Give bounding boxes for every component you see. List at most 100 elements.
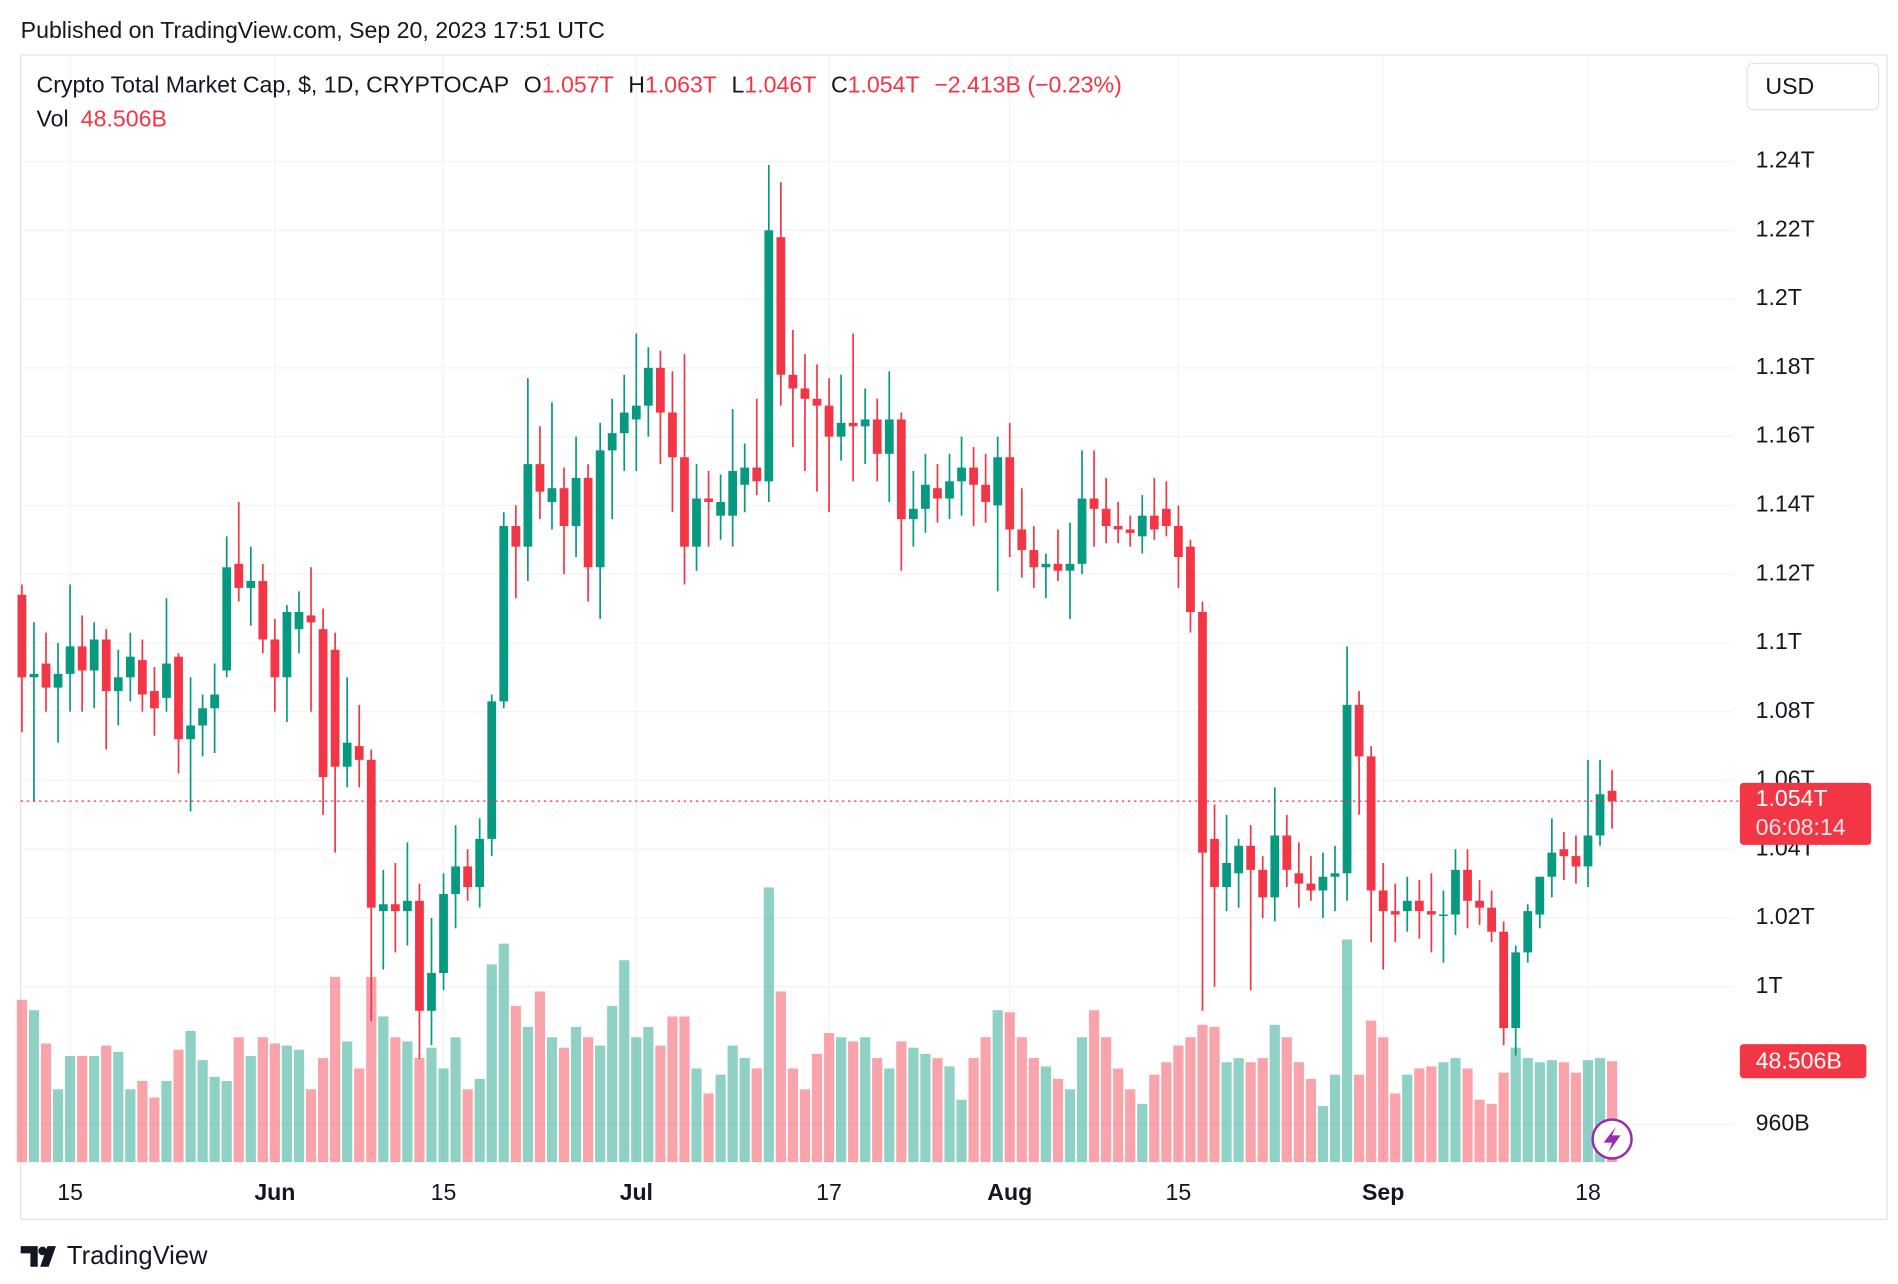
candle-body (246, 581, 256, 588)
candle-body (656, 367, 665, 413)
ohlc-label: O (524, 72, 542, 98)
candle-body (137, 660, 147, 695)
candle-body (463, 866, 473, 888)
candle-body (716, 501, 725, 516)
x-tick-label: 15 (57, 1179, 83, 1205)
candle-body (1402, 900, 1412, 912)
volume-bar (1245, 1062, 1256, 1163)
volume-bar (342, 1041, 353, 1163)
y-tick-label: 960B (1756, 1109, 1810, 1135)
candle-body (29, 673, 39, 678)
candle-body (222, 567, 232, 671)
candle-body (921, 484, 930, 509)
volume-bar (1305, 1078, 1317, 1163)
volume-bar (185, 1031, 196, 1163)
candle-body (945, 481, 954, 499)
volume-bar (1546, 1060, 1557, 1163)
x-tick-label: 18 (1575, 1179, 1601, 1205)
candle-body (1451, 869, 1460, 915)
volume-bar (944, 1066, 955, 1163)
volume-bar (1149, 1074, 1160, 1163)
candle-body (836, 422, 846, 437)
candle-body (1523, 911, 1533, 953)
candle-body (53, 673, 63, 688)
candle-body (1559, 849, 1569, 857)
volume-bar (619, 960, 630, 1163)
candle-body (186, 725, 195, 740)
x-tick-label: 15 (1166, 1179, 1192, 1205)
volume-bar (655, 1045, 666, 1163)
candle-body (65, 646, 75, 674)
volume-bar (1113, 1068, 1124, 1163)
volume-bar (739, 1058, 750, 1163)
candle-body (342, 742, 352, 767)
candle-body (1161, 508, 1171, 527)
candle-body (607, 433, 617, 451)
candle-body (740, 467, 750, 485)
volume-bar (595, 1045, 606, 1163)
candle-body (1571, 856, 1581, 867)
volume-bar (679, 1016, 690, 1163)
candle-body (1463, 869, 1472, 901)
volume-bar (848, 1041, 859, 1163)
volume-bar (787, 1068, 799, 1163)
candle-body (1065, 563, 1075, 571)
candle-body (752, 467, 762, 482)
candle-body (969, 467, 978, 485)
volume-bar (727, 1045, 738, 1163)
symbol: Crypto Total Market Cap, $, 1D, CRYPTOCA… (36, 72, 509, 98)
ohlc-label: H (628, 72, 645, 98)
volume-bar (1004, 1012, 1015, 1163)
volume-bar (173, 1049, 184, 1163)
candle-body (1318, 876, 1328, 891)
volume-bar (101, 1045, 112, 1163)
candle-body (1149, 515, 1159, 530)
candle-body (1077, 498, 1087, 564)
candle-body (174, 656, 183, 740)
candle-body (77, 646, 87, 671)
volume-bar (1594, 1058, 1606, 1163)
volume-bar (378, 1016, 389, 1163)
volume-bar (1281, 1037, 1292, 1163)
currency-box[interactable] (1746, 62, 1880, 111)
x-tick-label: Jul (620, 1179, 653, 1205)
y-tick-label: 1.12T (1756, 559, 1815, 585)
candle-body (1535, 876, 1545, 915)
candle-body (1234, 845, 1244, 874)
candle-body (523, 464, 533, 547)
candle-body (318, 629, 328, 778)
candle-body (354, 746, 364, 760)
candle-body (643, 367, 653, 406)
currency[interactable]: USD (1765, 73, 1814, 99)
candle-body (933, 488, 942, 499)
candle-body (378, 904, 388, 912)
volume-bar (1233, 1058, 1244, 1163)
candle-body (668, 412, 677, 458)
candle-body (1113, 526, 1123, 530)
candle-body (390, 904, 400, 912)
candle-body (1330, 873, 1340, 877)
candle-body (1270, 835, 1280, 898)
volume-bar (1137, 1103, 1148, 1163)
candle-body (1499, 931, 1509, 1029)
candle-body (1137, 515, 1147, 537)
volume-bar (1028, 1058, 1039, 1163)
candle-body (1547, 852, 1557, 877)
volume-bar (64, 1055, 76, 1163)
candle-body (547, 488, 557, 502)
candles (17, 164, 1617, 1059)
candle-body (294, 611, 304, 630)
candle-body (150, 691, 159, 709)
volume-bar (1414, 1068, 1425, 1163)
volume-bar (522, 1026, 533, 1163)
volume-bar (703, 1093, 714, 1163)
volume-bar (486, 964, 497, 1163)
volume-bar (1510, 1047, 1521, 1163)
candle-body (1125, 529, 1135, 533)
y-tick-label: 1.14T (1756, 490, 1815, 516)
alert-bolt (1603, 1126, 1621, 1153)
volume-bar (932, 1058, 943, 1163)
volume-bar (956, 1099, 967, 1163)
published-note: Published on TradingView.com, Sep 20, 20… (21, 17, 605, 43)
